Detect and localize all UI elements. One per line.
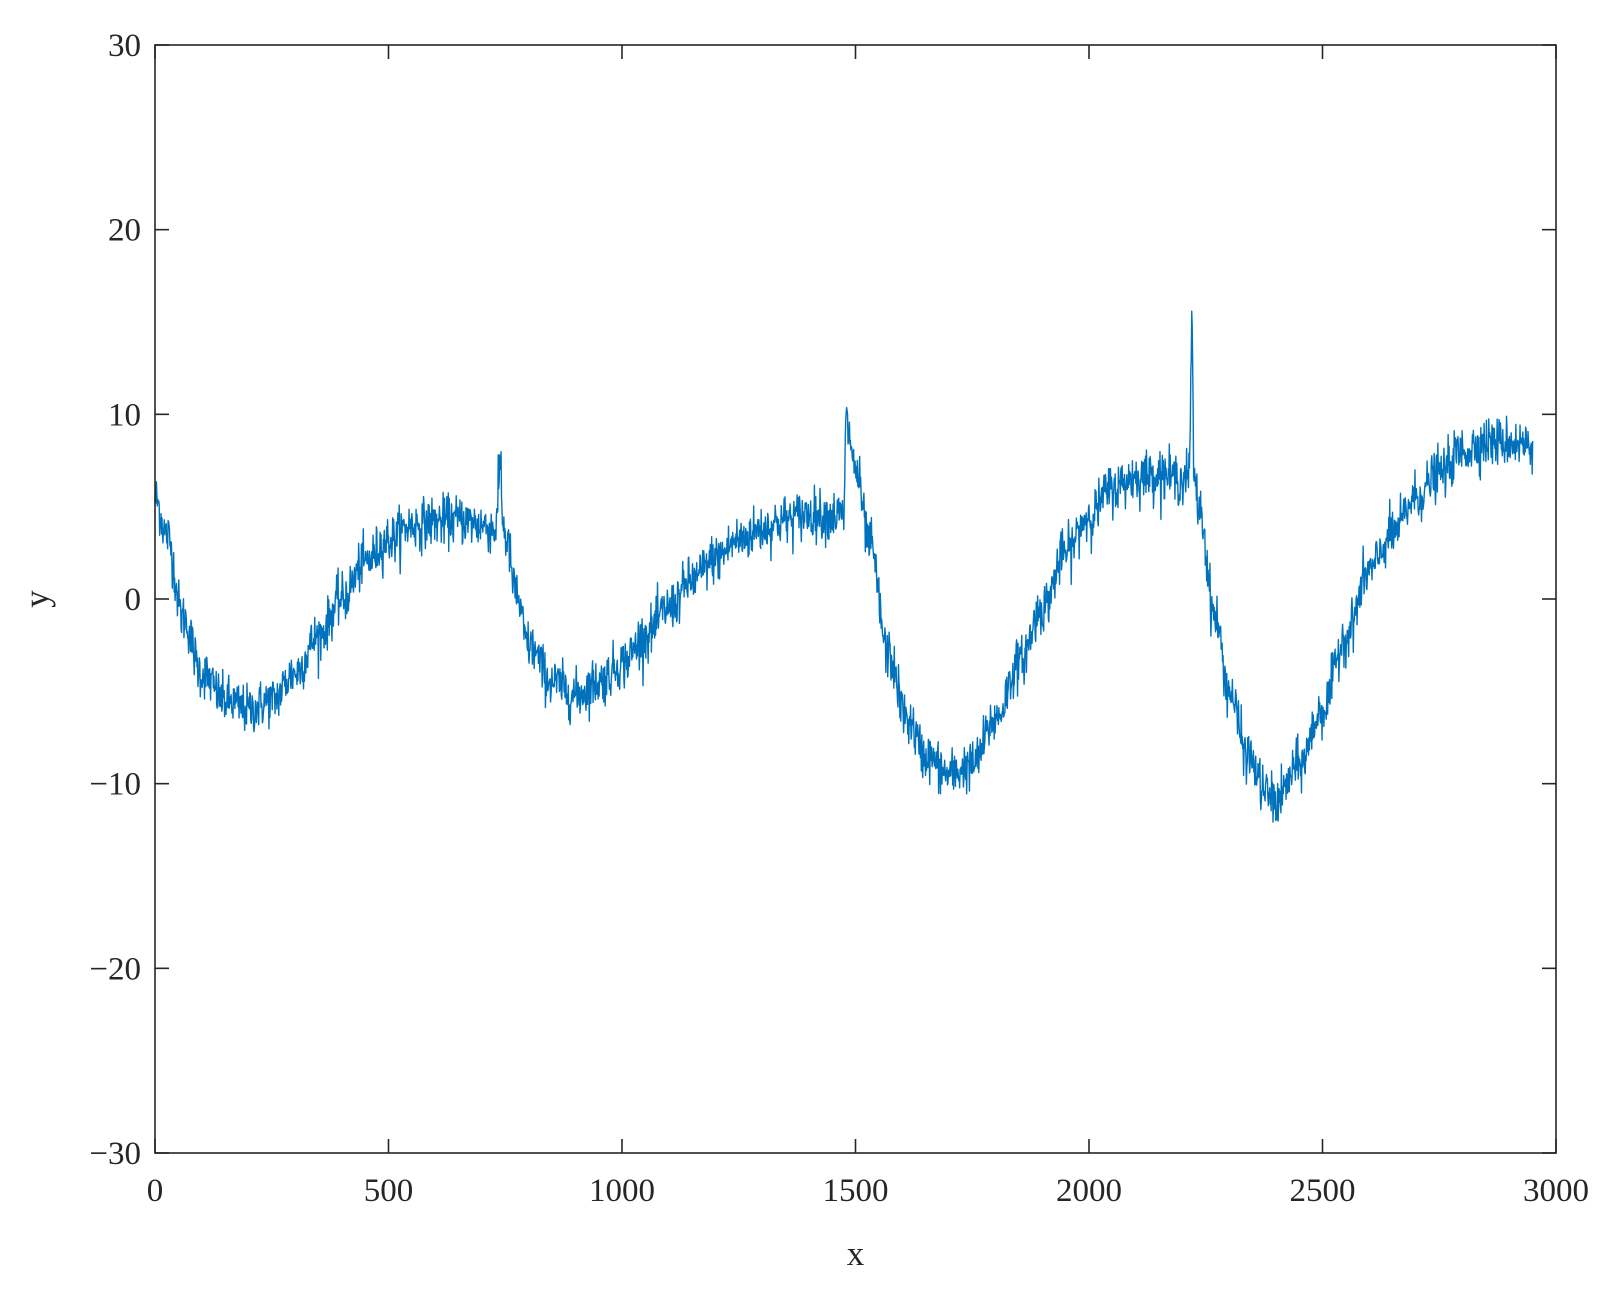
- y-tick-label: 30: [108, 28, 141, 64]
- x-tick-label: 2000: [1056, 1173, 1122, 1209]
- y-tick-label: 10: [108, 397, 141, 433]
- plot-area: [154, 310, 1534, 823]
- x-axis: 0 500 1000 1500 2000 2500 3000: [147, 45, 1589, 1209]
- y-axis: 30 20 10 0 −10 −20 −30: [89, 28, 1556, 1172]
- y-axis-label: y: [17, 590, 56, 608]
- x-tick-label: 1500: [823, 1173, 889, 1209]
- series-line: [154, 310, 1534, 823]
- x-tick-label: 2500: [1290, 1173, 1356, 1209]
- x-axis-label: x: [847, 1234, 865, 1273]
- y-tick-label: 0: [125, 582, 142, 618]
- y-tick-label: 20: [108, 213, 141, 249]
- x-tick-label: 500: [364, 1173, 414, 1209]
- y-tick-label: −20: [89, 951, 141, 987]
- y-tick-label: −30: [89, 1136, 141, 1172]
- x-tick-label: 3000: [1523, 1173, 1589, 1209]
- x-tick-label: 1000: [589, 1173, 655, 1209]
- x-tick-label: 0: [147, 1173, 164, 1209]
- y-tick-label: −10: [89, 767, 141, 803]
